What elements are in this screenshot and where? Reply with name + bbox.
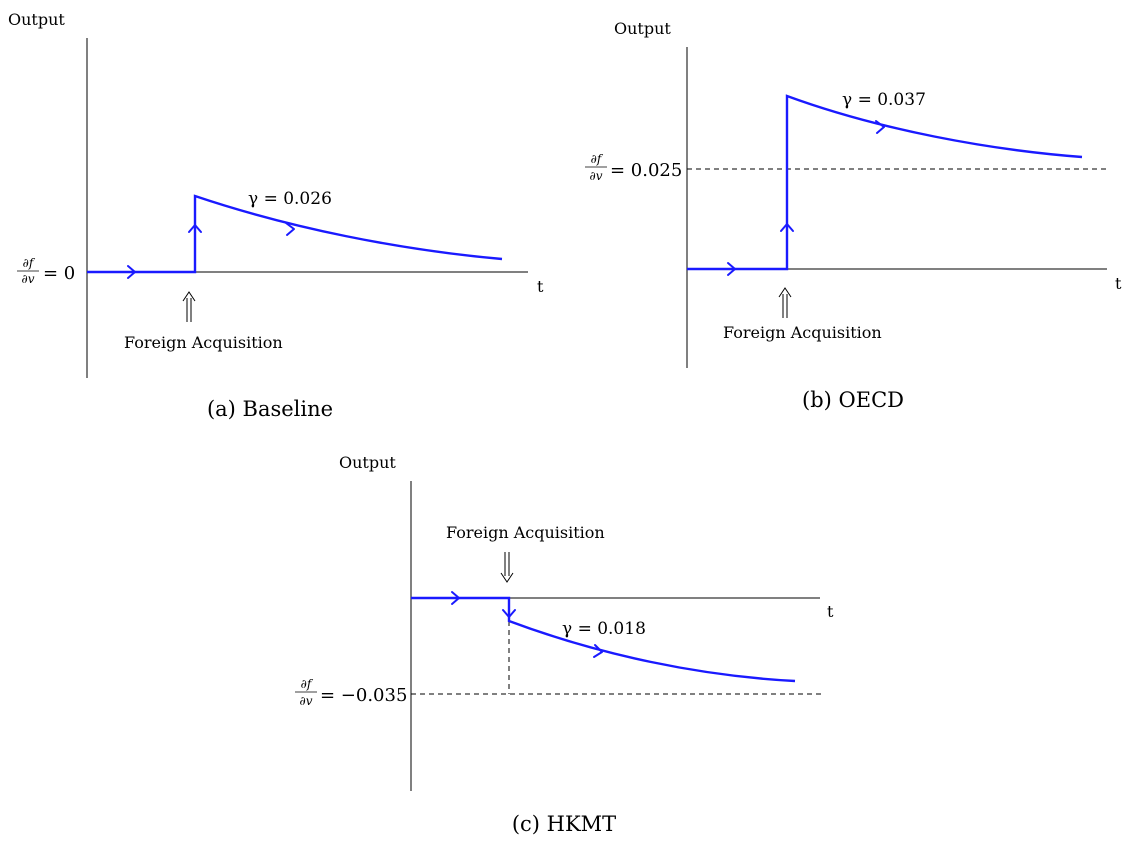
- direction-arrow-up: [780, 223, 794, 232]
- gamma-label: γ = 0.026: [248, 189, 332, 209]
- direction-arrow-right: [451, 591, 460, 605]
- panel-oecd: Output t ∂f ∂v = 0.025 γ = 0.037 Foreign…: [585, 19, 1122, 368]
- double-up-arrow-icon: [182, 291, 196, 322]
- output-path: [687, 94, 1083, 271]
- event-label: Foreign Acquisition: [446, 523, 605, 542]
- level-fraction-denominator: ∂v: [22, 272, 35, 286]
- x-axis-label: t: [1115, 274, 1122, 293]
- direction-arrow-right: [727, 262, 736, 276]
- direction-arrow-decay: [285, 222, 295, 236]
- direction-arrow-decay: [875, 120, 885, 134]
- level-value: = 0.025: [610, 160, 682, 181]
- gamma-label: γ = 0.037: [842, 90, 926, 110]
- direction-arrow-decay: [593, 644, 603, 658]
- direction-arrow-right: [127, 265, 136, 279]
- double-down-arrow-icon: [500, 552, 514, 583]
- event-label: Foreign Acquisition: [124, 333, 283, 352]
- level-fraction-denominator: ∂v: [300, 694, 313, 708]
- y-axis-label: Output: [614, 19, 671, 38]
- level-value: = 0: [43, 263, 75, 284]
- output-path: [411, 596, 796, 683]
- direction-arrow-down: [502, 609, 516, 618]
- caption-baseline: (a) Baseline: [207, 397, 333, 421]
- gamma-label: γ = 0.018: [562, 619, 646, 639]
- level-fraction-numerator: ∂f: [23, 256, 36, 270]
- double-up-arrow-icon: [778, 287, 792, 318]
- level-fraction-denominator: ∂v: [590, 169, 603, 183]
- level-fraction-numerator: ∂f: [591, 152, 604, 166]
- event-label: Foreign Acquisition: [723, 323, 882, 342]
- y-axis-label: Output: [339, 453, 396, 472]
- x-axis-label: t: [827, 602, 834, 621]
- output-path: [87, 194, 503, 274]
- level-fraction-numerator: ∂f: [301, 677, 314, 691]
- x-axis-label: t: [537, 277, 544, 296]
- panel-baseline: Output t ∂f ∂v = 0 γ = 0.026 Foreign Acq…: [8, 10, 544, 378]
- caption-hkmt: (c) HKMT: [512, 812, 616, 836]
- panel-hkmt: Output t ∂f ∂v = −0.035 γ = 0.018 Foreig…: [295, 453, 834, 791]
- direction-arrow-up: [188, 224, 202, 233]
- caption-oecd: (b) OECD: [802, 388, 904, 412]
- y-axis-label: Output: [8, 10, 65, 29]
- level-value: = −0.035: [320, 685, 407, 706]
